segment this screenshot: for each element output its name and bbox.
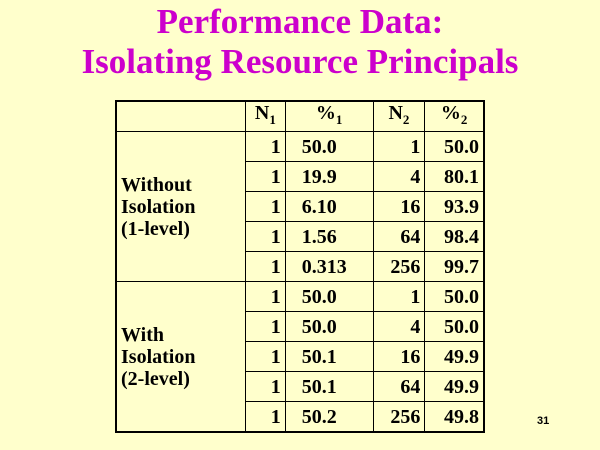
header-text: % (315, 102, 336, 124)
table-cell: 19.9 (284, 161, 374, 192)
table-cell: 256 (372, 401, 426, 433)
column-header: %1 (284, 100, 374, 132)
table-cell: 64 (372, 221, 426, 252)
table-cell: 1 (245, 281, 286, 312)
data-table: N1 %1 N2 %2 Without Isolation (1-level) 1 50.0 1 5… (115, 100, 485, 433)
table-cell: 49.9 (424, 341, 485, 372)
table-cell: 1 (245, 191, 286, 222)
table-row: 1 50.1 16 49.9 (116, 341, 485, 372)
header-subscript: 2 (460, 112, 468, 127)
table-cell: 50.0 (284, 131, 374, 162)
group-label: With Isolation (2-level) (115, 281, 246, 433)
table-cell: 4 (372, 311, 426, 342)
table-row: 1 19.9 4 80.1 (116, 161, 485, 192)
table-cell: 1 (245, 311, 286, 342)
slide-title: Performance Data: Isolating Resource Prin… (0, 2, 600, 82)
header-row: N1 %1 N2 %2 (115, 100, 485, 132)
page-number: 31 (537, 415, 550, 427)
group-label-line: (1-level) (121, 217, 190, 240)
table-cell: 0.313 (284, 251, 374, 282)
table-cell: 256 (372, 251, 426, 282)
table-row: 1 50.1 64 49.9 (116, 371, 485, 402)
table-cell: 6.10 (284, 191, 374, 222)
table-cell: 64 (372, 371, 426, 402)
table-cell: 1 (372, 281, 426, 312)
corner-cell (115, 100, 246, 132)
table-cell: 50.0 (284, 281, 374, 312)
header-subscript: 1 (335, 112, 343, 127)
table-cell: 1 (372, 131, 426, 162)
group-label-line: With (121, 323, 164, 346)
table-cell: 16 (372, 191, 426, 222)
table-cell: 1.56 (284, 221, 374, 252)
table-row: With Isolation (2-level) 1 50.0 1 50.0 (115, 281, 485, 433)
header-text: N (254, 102, 270, 124)
table-cell: 1 (245, 371, 286, 402)
table-cell: 98.4 (424, 221, 485, 252)
table-row: Without Isolation (1-level) 1 50.0 1 50.0 (115, 131, 485, 282)
table-cell: 16 (372, 341, 426, 372)
title-line: Performance Data: (156, 2, 444, 41)
column-header: N2 (372, 100, 426, 132)
header-subscript: 2 (402, 112, 410, 127)
table-cell: 4 (372, 161, 426, 192)
table-cell: 1 (245, 341, 286, 372)
table-row: 1 50.2 256 49.8 (116, 401, 485, 433)
table-cell: 1 (245, 251, 286, 282)
table-cell: 50.1 (284, 371, 374, 402)
table-cell: 99.7 (424, 251, 485, 282)
group-label-line: (2-level) (121, 367, 190, 390)
table-cell: 1 (245, 401, 286, 433)
table-cell: 49.8 (424, 401, 485, 433)
column-header: %2 (424, 100, 485, 132)
table-cell: 93.9 (424, 191, 485, 222)
group-label: Without Isolation (1-level) (115, 131, 246, 282)
table-cell: 50.0 (424, 311, 485, 342)
table-cell: 50.1 (284, 341, 374, 372)
table-cell: 1 (245, 161, 286, 192)
header-text: % (440, 102, 461, 124)
title-line: Isolating Resource Principals (81, 42, 519, 81)
column-header: N1 (245, 100, 286, 132)
table-cell: 1 (245, 131, 286, 162)
table-cell: 49.9 (424, 371, 485, 402)
group-label-line: Without (121, 173, 192, 196)
table-cell: 50.0 (424, 131, 485, 162)
header-subscript: 1 (269, 112, 276, 127)
table-cell: 80.1 (424, 161, 485, 192)
header-text: N (388, 102, 403, 124)
table-cell: 50.0 (284, 311, 374, 342)
table-cell: 1 (245, 221, 286, 252)
group-label-line: Isolation (121, 195, 196, 218)
table-cell: 50.0 (424, 281, 485, 312)
table-cell: 50.2 (284, 401, 374, 433)
group-label-line: Isolation (121, 345, 196, 368)
